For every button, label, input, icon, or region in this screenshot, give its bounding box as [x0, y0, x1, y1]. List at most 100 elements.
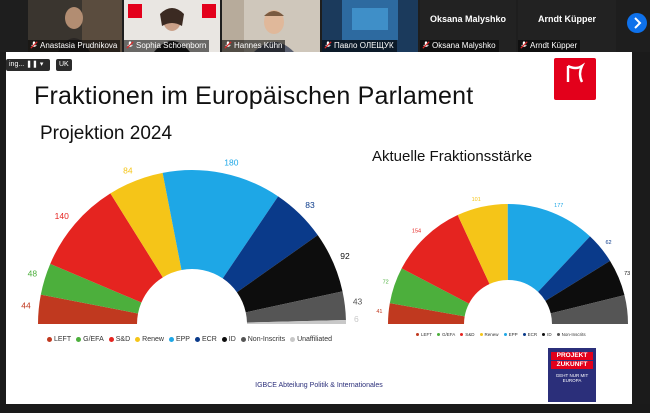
participant-display-name: Oksana Malyshko: [429, 14, 507, 24]
legend-item: ECR: [194, 336, 217, 343]
mic-muted-icon: [324, 41, 332, 49]
badge-line-2: ZUKUNFT: [551, 361, 593, 369]
legend-label: Renew: [484, 332, 499, 337]
badge-line-3: GEHT NUR MIT EUROPA: [555, 373, 589, 383]
participant-display-name: Arndt Küpper: [538, 14, 596, 24]
mic-muted-icon: [30, 41, 38, 49]
data-label: 62: [605, 240, 611, 246]
hemicycle-segment-noninscrits: [550, 295, 628, 324]
hemicycle-segment-renew: [110, 172, 182, 278]
participant-tile[interactable]: Павло ОЛЕЩУК: [322, 0, 418, 52]
participant-name: Sophia Schoenborn: [124, 40, 210, 52]
chart-title-projection: Projektion 2024: [40, 123, 173, 144]
legend-swatch: [479, 333, 483, 337]
viewing-label: ing...: [9, 61, 25, 68]
legend-swatch: [221, 336, 227, 342]
participant-strip: Anastasia Prudnikova Sophia Schoenborn H…: [0, 0, 650, 52]
legend-label: S&D: [465, 332, 475, 337]
chevron-right-icon: [634, 17, 642, 29]
legend-label: G/EFA: [83, 336, 104, 343]
projekt-zukunft-badge: PROJEKT ZUKUNFT GEHT NUR MIT EUROPA: [548, 348, 596, 402]
shared-screen: ing... ❚❚ ▾ UK Fraktionen im Europäische…: [6, 52, 632, 404]
logo-mark-icon: [566, 62, 586, 83]
next-page-button[interactable]: [627, 13, 647, 33]
data-label: 41: [376, 309, 382, 315]
language-button[interactable]: UK: [56, 59, 72, 71]
participant-tile[interactable]: Hannes Kühn: [222, 0, 320, 52]
data-label: 84: [123, 165, 133, 175]
legend-projection: LEFT G/EFA S&D Renew EPP ECR ID Non-Inscrits Una…: [47, 336, 337, 343]
legend-item: ECR: [522, 332, 538, 337]
participant-tile[interactable]: Arndt Küpper Arndt Küpper: [518, 0, 616, 52]
data-label: 48: [28, 269, 38, 279]
legend-swatch: [437, 333, 441, 337]
legend-item: LEFT: [416, 332, 432, 337]
participant-name: Павло ОЛЕЩУК: [322, 40, 397, 52]
legend-swatch: [460, 333, 464, 337]
legend-swatch: [522, 333, 526, 337]
hemicycle-segment-ecr: [538, 236, 611, 301]
legend-label: LEFT: [54, 336, 72, 343]
legend-label: Non-Inscrits: [247, 336, 286, 343]
hemicycle-segment-ecr: [222, 196, 318, 293]
igbce-logo: [554, 58, 596, 100]
legend-item: EPP: [168, 336, 190, 343]
legend-swatch: [168, 336, 174, 342]
legend-label: Unaffiliated: [297, 336, 332, 343]
legend-label: Non-Inscrits: [561, 332, 586, 337]
hemicycle-segment-noninscrits: [245, 291, 346, 323]
legend-swatch: [556, 333, 560, 337]
participant-tile[interactable]: Anastasia Prudnikova: [28, 0, 122, 52]
mic-muted-icon: [520, 41, 528, 49]
hemicycle-segment-left: [388, 303, 465, 324]
data-label: 6: [354, 314, 359, 324]
data-label: 44: [21, 300, 31, 310]
legend-item: Renew: [479, 332, 499, 337]
legend-swatch: [108, 336, 114, 342]
legend-item: S&D: [460, 332, 475, 337]
legend-swatch: [503, 333, 507, 337]
legend-label: ID: [228, 336, 236, 343]
meeting-toolbar: [0, 404, 650, 413]
legend-item: Non-Inscrits: [556, 332, 586, 337]
hemicycle-segment-epp: [507, 204, 591, 292]
legend-label: ECR: [527, 332, 538, 337]
viewing-status[interactable]: ing... ❚❚ ▾: [6, 59, 50, 71]
legend-label: EPP: [175, 336, 190, 343]
mic-muted-icon: [422, 41, 430, 49]
participant-name: Arndt Küpper: [518, 40, 581, 52]
data-label: 101: [472, 197, 481, 203]
participant-tile[interactable]: Oksana Malyshko Oksana Malyshko: [420, 0, 516, 52]
legend-item: LEFT: [47, 336, 71, 343]
legend-item: Renew: [135, 336, 164, 343]
legend-label: ECR: [201, 336, 217, 343]
slide-footer: IGBCE Abteilung Politik & Internationale…: [255, 382, 383, 389]
legend-swatch: [290, 336, 296, 342]
legend-swatch: [135, 336, 141, 342]
legend-item: ID: [221, 336, 236, 343]
legend-swatch: [194, 336, 200, 342]
hemicycle-segment-left: [38, 294, 139, 324]
mic-muted-icon: [126, 41, 134, 49]
chart-title-current: Aktuelle Fraktionsstärke: [372, 148, 533, 165]
hemicycle-segment-sd: [401, 215, 490, 304]
hemicycle-segment-sd: [50, 193, 163, 303]
data-label: 72: [383, 279, 389, 285]
hemicycle-segment-gefa: [40, 263, 142, 314]
hemicycle-segment-renew: [457, 204, 508, 285]
hemicycle-segment-id: [236, 235, 343, 313]
hemicycle-segment-unaffiliated: [246, 319, 346, 324]
data-label: 92: [340, 251, 350, 261]
legend-item: G/EFA: [76, 336, 104, 343]
chevron-down-icon: ▾: [39, 61, 44, 68]
legend-label: EPP: [508, 332, 518, 337]
legend-item: EPP: [503, 332, 518, 337]
badge-line-1: PROJEKT: [551, 352, 593, 360]
data-label: 154: [412, 229, 421, 235]
legend-label: G/EFA: [442, 332, 456, 337]
participant-name: Oksana Malyshko: [420, 40, 499, 52]
language-label: UK: [59, 61, 69, 68]
participant-tile[interactable]: Sophia Schoenborn: [124, 0, 220, 52]
slide-title: Fraktionen im Europäischen Parlament: [34, 82, 474, 110]
